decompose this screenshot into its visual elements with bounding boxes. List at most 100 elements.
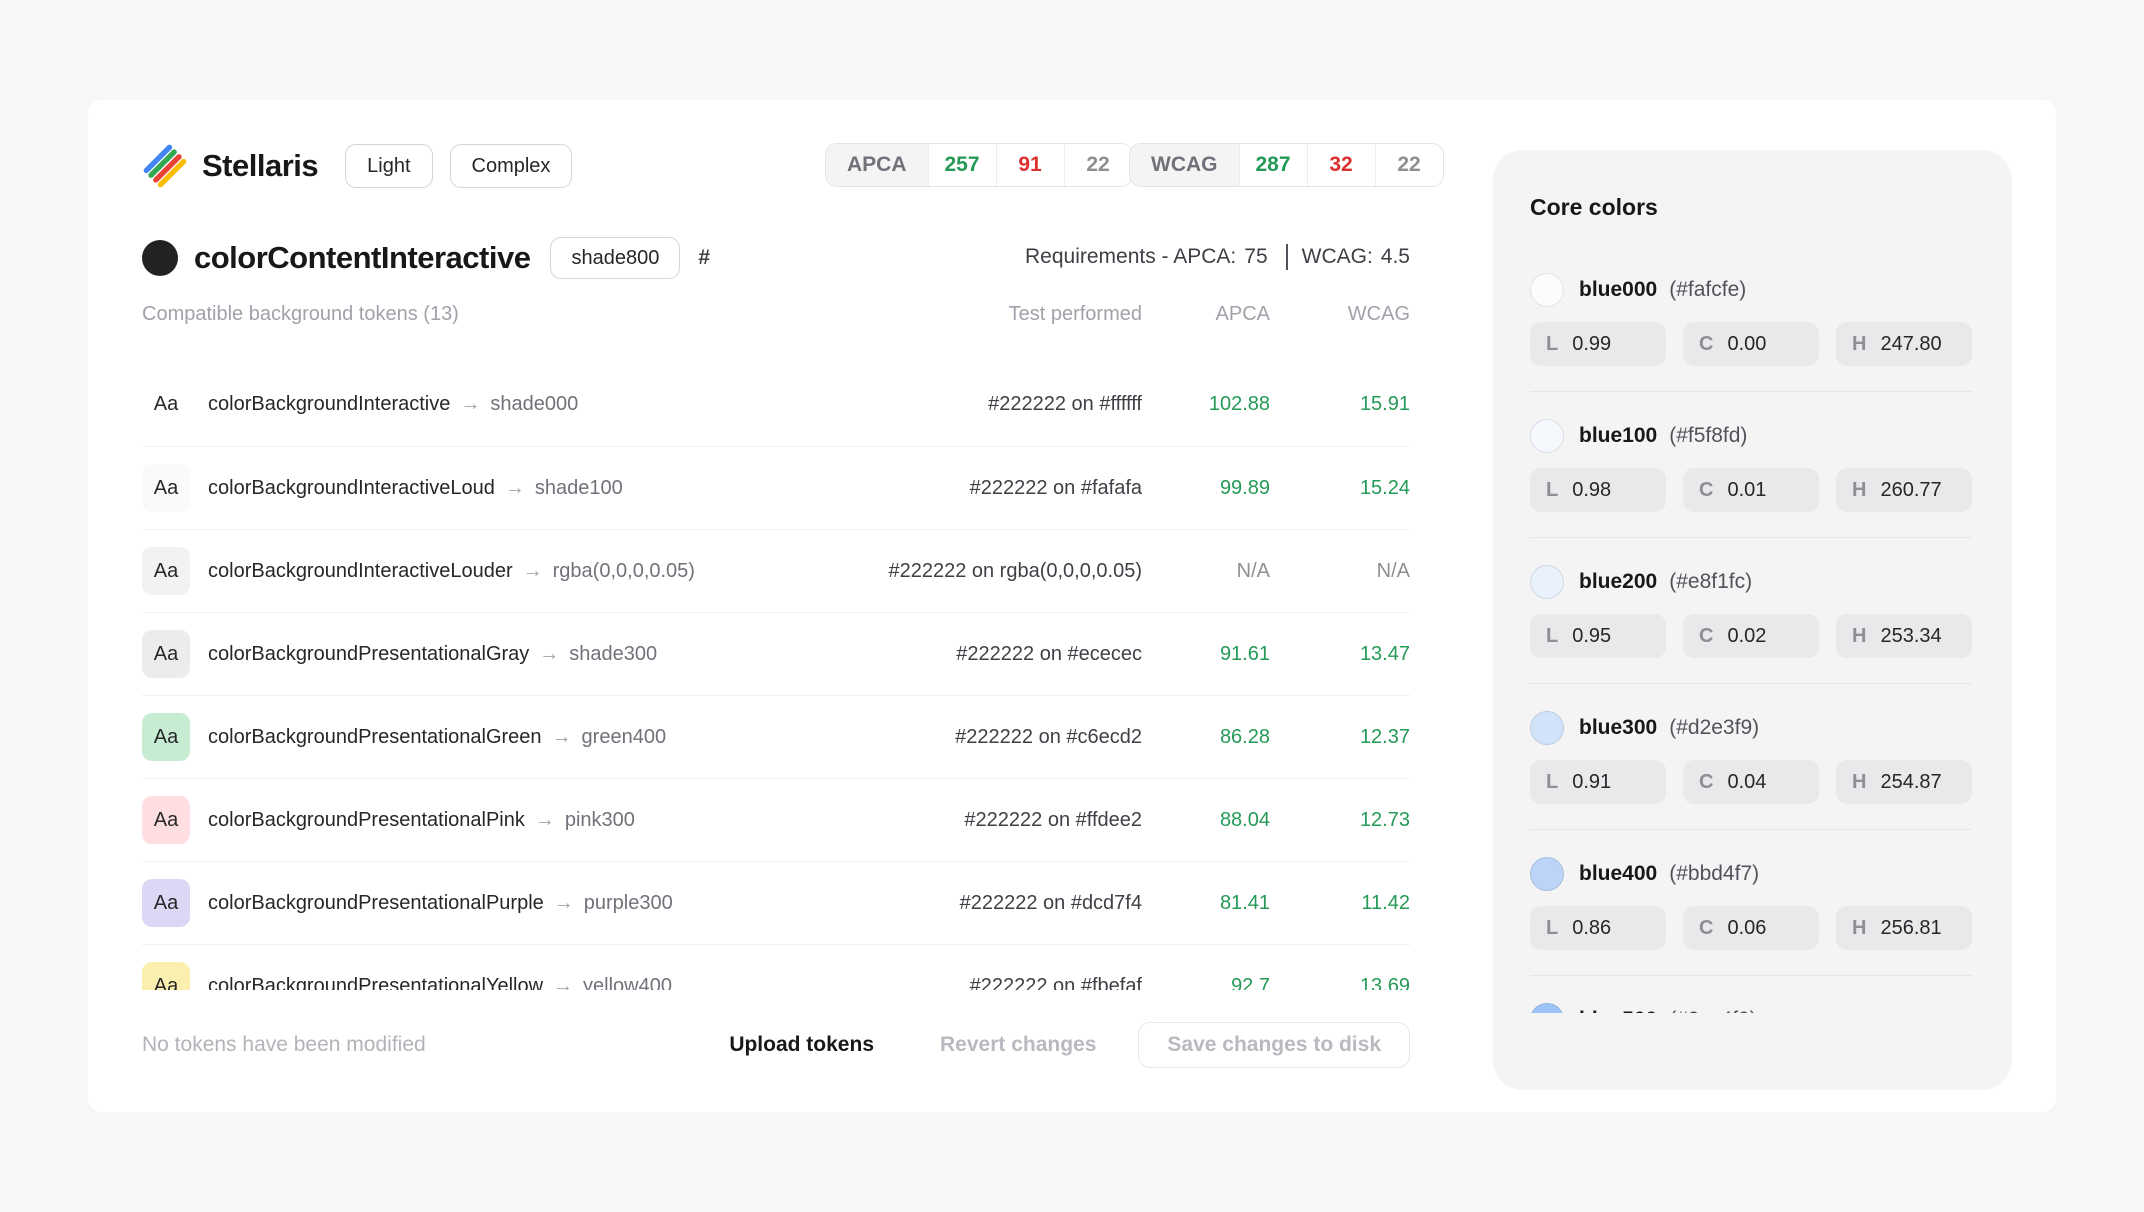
- hue-label: H: [1852, 478, 1867, 501]
- table-row[interactable]: Aa colorBackgroundPresentationalGray → s…: [142, 612, 1410, 695]
- theme-toggle-button[interactable]: Light: [345, 144, 433, 188]
- apca-stats-summary[interactable]: APCA 257 91 22: [825, 143, 1133, 187]
- lightness-field[interactable]: L 0.91: [1530, 760, 1666, 804]
- core-color-name: blue400: [1579, 862, 1658, 885]
- app-title: Stellaris: [202, 148, 319, 183]
- core-color-name: blue000: [1579, 278, 1658, 301]
- revert-changes-button[interactable]: Revert changes: [940, 1033, 1097, 1056]
- core-color-swatch[interactable]: [1530, 1003, 1564, 1013]
- core-color-swatch[interactable]: [1530, 711, 1564, 745]
- hue-label: H: [1852, 332, 1867, 355]
- lightness-label: L: [1546, 916, 1559, 939]
- lightness-label: L: [1546, 478, 1559, 501]
- lightness-field[interactable]: L 0.98: [1530, 468, 1666, 512]
- apca-score: 92.7: [1231, 974, 1270, 991]
- lch-inputs-row: L 0.98 C 0.01 H 260.77: [1530, 468, 1972, 512]
- apca-score: 86.28: [1219, 725, 1270, 748]
- core-color-swatch[interactable]: [1530, 273, 1564, 307]
- upload-tokens-button[interactable]: Upload tokens: [729, 1033, 874, 1056]
- hue-field[interactable]: H 253.34: [1836, 614, 1972, 658]
- background-swatch: Aa: [142, 713, 190, 761]
- lch-inputs-row: L 0.99 C 0.00 H 247.80: [1530, 322, 1972, 366]
- chroma-label: C: [1699, 624, 1714, 647]
- lightness-field[interactable]: L 0.99: [1530, 322, 1666, 366]
- apca-score: 102.88: [1208, 393, 1270, 415]
- chroma-field[interactable]: C 0.01: [1683, 468, 1819, 512]
- chroma-label: C: [1699, 332, 1714, 355]
- core-color-swatch[interactable]: [1530, 565, 1564, 599]
- apca-fail-count: 91: [995, 144, 1064, 186]
- chroma-field[interactable]: C 0.04: [1683, 760, 1819, 804]
- save-changes-button[interactable]: Save changes to disk: [1138, 1022, 1410, 1068]
- core-color-header: blue000 (#fafcfe): [1530, 270, 1972, 310]
- core-color-hex: (#fafcfe): [1669, 278, 1747, 301]
- token-target: shade300: [569, 642, 658, 665]
- entry-divider: [1530, 537, 1972, 538]
- core-color-entry: blue400 (#bbd4f7) L 0.86 C 0.06 H 256.81: [1530, 854, 1972, 976]
- table-row[interactable]: Aa colorBackgroundInteractiveLoud → shad…: [142, 446, 1410, 529]
- chroma-value: 0.06: [1727, 916, 1767, 939]
- wcag-stats-label: WCAG: [1130, 144, 1239, 186]
- apca-score: 91.61: [1219, 642, 1270, 665]
- arrow-right-icon: →: [522, 559, 543, 582]
- wcag-score: 11.42: [1361, 891, 1410, 914]
- background-swatch: Aa: [142, 962, 190, 990]
- table-header-apca: APCA: [1215, 303, 1270, 325]
- entry-divider: [1530, 975, 1972, 976]
- token-target: pink300: [564, 808, 635, 831]
- entry-divider: [1530, 391, 1972, 392]
- chroma-field[interactable]: C 0.06: [1683, 906, 1819, 950]
- table-row[interactable]: Aa colorBackgroundPresentationalPink → p…: [142, 778, 1410, 861]
- mode-toggle-button[interactable]: Complex: [449, 144, 573, 188]
- apca-score: 99.89: [1219, 476, 1270, 499]
- core-colors-list[interactable]: blue000 (#fafcfe) L 0.99 C 0.00 H 247.80…: [1530, 270, 1972, 1013]
- hue-field[interactable]: H 260.77: [1836, 468, 1972, 512]
- core-color-name: blue500: [1579, 1008, 1657, 1013]
- lightness-value: 0.95: [1572, 624, 1612, 647]
- core-color-swatch[interactable]: [1530, 857, 1564, 891]
- apca-pass-count: 257: [927, 144, 996, 186]
- core-color-hex: (#bbd4f7): [1669, 862, 1760, 885]
- table-row[interactable]: Aa colorBackgroundPresentationalPurple →…: [142, 861, 1410, 944]
- wcag-score: 13.69: [1359, 974, 1410, 991]
- token-name: colorBackgroundPresentationalPink: [208, 808, 525, 831]
- core-color-name: blue200: [1579, 570, 1658, 593]
- hue-value: 256.81: [1880, 916, 1942, 939]
- token-title-row: colorContentInteractive shade800 # Requi…: [142, 236, 1410, 280]
- lch-inputs-row: L 0.91 C 0.04 H 254.87: [1530, 760, 1972, 804]
- table-header-tokens: Compatible background tokens (13): [142, 303, 459, 325]
- token-target: green400: [581, 725, 667, 748]
- background-swatch: Aa: [142, 630, 190, 678]
- token-table[interactable]: Aa colorBackgroundInteractive → shade000…: [142, 363, 1410, 990]
- wcag-stats-summary[interactable]: WCAG 287 32 22: [1129, 143, 1444, 187]
- test-performed-value: #222222 on #fafafa: [969, 476, 1142, 499]
- background-swatch: Aa: [142, 879, 190, 927]
- hue-field[interactable]: H 254.87: [1836, 760, 1972, 804]
- lightness-label: L: [1546, 770, 1559, 793]
- lightness-field[interactable]: L 0.86: [1530, 906, 1666, 950]
- entry-divider: [1530, 683, 1972, 684]
- core-color-swatch[interactable]: [1530, 419, 1564, 453]
- hue-field[interactable]: H 247.80: [1836, 322, 1972, 366]
- table-header: Compatible background tokens (13) Test p…: [142, 303, 1410, 326]
- table-row[interactable]: Aa colorBackgroundInteractiveLouder → rg…: [142, 529, 1410, 612]
- lightness-field[interactable]: L 0.95: [1530, 614, 1666, 658]
- chroma-field[interactable]: C 0.02: [1683, 614, 1819, 658]
- table-row[interactable]: Aa colorBackgroundPresentationalYellow →…: [142, 944, 1410, 990]
- background-swatch: Aa: [142, 380, 190, 429]
- requirements-summary: Requirements - APCA: 75 WCAG: 4.5: [1025, 244, 1410, 270]
- chroma-field[interactable]: C 0.00: [1683, 322, 1819, 366]
- lch-inputs-row: L 0.86 C 0.06 H 256.81: [1530, 906, 1972, 950]
- table-row[interactable]: Aa colorBackgroundInteractive → shade000…: [142, 363, 1410, 446]
- chroma-label: C: [1699, 916, 1714, 939]
- token-target: shade000: [490, 393, 579, 415]
- table-row[interactable]: Aa colorBackgroundPresentationalGreen → …: [142, 695, 1410, 778]
- lch-inputs-row: L 0.95 C 0.02 H 253.34: [1530, 614, 1972, 658]
- token-target: shade100: [534, 476, 623, 499]
- shade-selector-button[interactable]: shade800: [550, 237, 681, 279]
- hue-field[interactable]: H 256.81: [1836, 906, 1972, 950]
- hash-icon[interactable]: #: [698, 246, 711, 269]
- hue-value: 254.87: [1880, 770, 1942, 793]
- wcag-score: 13.47: [1359, 642, 1410, 665]
- lightness-label: L: [1546, 624, 1559, 647]
